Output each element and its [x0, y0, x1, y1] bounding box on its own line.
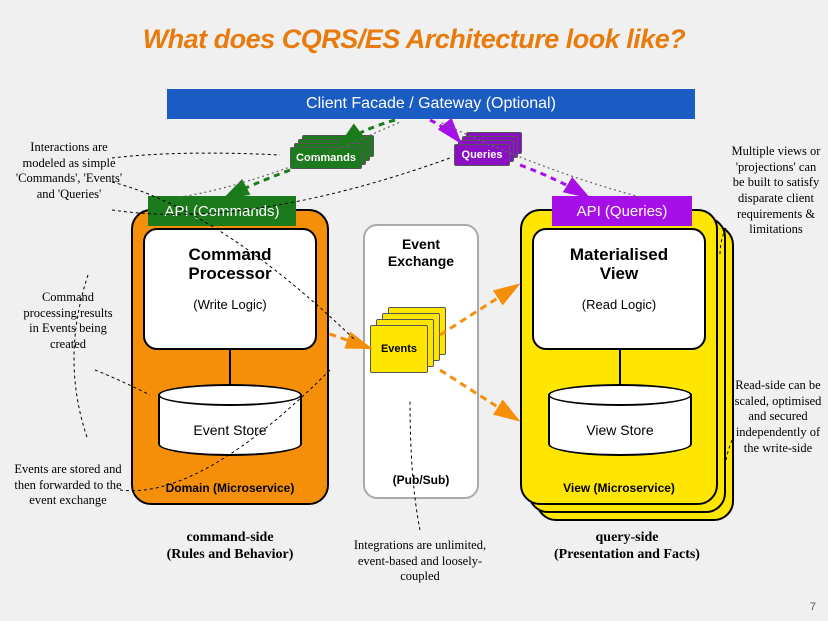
materialised-view-subtitle: (Read Logic): [534, 297, 704, 312]
query-service-footer: View (Microservice): [522, 481, 716, 495]
view-store-cylinder: View Store: [548, 384, 692, 456]
api-queries-band: API (Queries): [552, 196, 692, 226]
event-store-label: Event Store: [158, 422, 302, 438]
command-service-footer: Domain (Microservice): [133, 481, 327, 495]
command-processor-title: CommandProcessor: [145, 246, 315, 283]
event-store-cylinder: Event Store: [158, 384, 302, 456]
command-processor-box: CommandProcessor (Write Logic): [143, 228, 317, 350]
annotation-interactions: Interactions are modeled as simple 'Comm…: [14, 140, 124, 203]
view-store-label: View Store: [548, 422, 692, 438]
event-exchange-title: EventExchange: [365, 236, 477, 270]
annotation-integrations: Integrations are unlimited, event-based …: [345, 538, 495, 585]
annotation-command-processing: Command processing results in Events bei…: [18, 290, 118, 353]
query-side-bottom-label: query-side(Presentation and Facts): [520, 530, 734, 564]
event-exchange-subtitle: (Pub/Sub): [365, 473, 477, 487]
command-side-bottom-label: command-side(Rules and Behavior): [131, 530, 329, 564]
materialised-view-box: MaterialisedView (Read Logic): [532, 228, 706, 350]
annotation-read-side-scaled: Read-side can be scaled, optimised and s…: [732, 378, 824, 456]
materialised-view-title: MaterialisedView: [534, 246, 704, 283]
api-commands-band: API (Commands): [148, 196, 296, 226]
client-gateway: Client Facade / Gateway (Optional): [167, 89, 695, 119]
annotation-events-stored: Events are stored and then forwarded to …: [12, 462, 124, 509]
page-number: 7: [810, 601, 816, 613]
annotation-multiple-views: Multiple views or 'projections' can be b…: [730, 144, 822, 238]
slide-title: What does CQRS/ES Architecture look like…: [0, 24, 828, 55]
command-processor-subtitle: (Write Logic): [145, 297, 315, 312]
